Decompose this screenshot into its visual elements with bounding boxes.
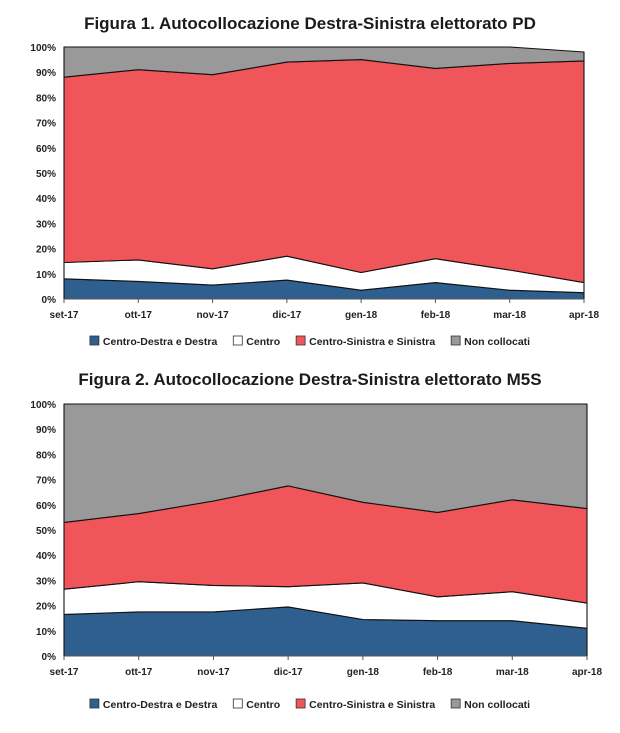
- y-tick-label: 20%: [36, 245, 56, 256]
- legend-label: Non collocati: [464, 336, 530, 348]
- y-tick-label: 90%: [36, 68, 56, 79]
- y-tick-label: 30%: [36, 219, 56, 230]
- legend-label: Centro-Destra e Destra: [103, 699, 218, 711]
- y-tick-label: 40%: [36, 194, 56, 205]
- legend-item: Centro-Sinistra e Sinistra: [295, 698, 435, 711]
- legend-label: Centro-Sinistra e Sinistra: [309, 336, 435, 348]
- y-tick-label: 50%: [36, 169, 56, 180]
- legend-label: Centro: [246, 336, 280, 348]
- x-tick-label: ott-17: [125, 310, 153, 321]
- y-tick-label: 70%: [36, 476, 56, 487]
- y-tick-label: 60%: [36, 501, 56, 512]
- legend-swatch: [89, 698, 100, 709]
- x-tick-label: mar-18: [493, 310, 526, 321]
- legend-swatch: [450, 335, 461, 346]
- x-tick-label: nov-17: [196, 310, 229, 321]
- legend-swatch: [295, 335, 306, 346]
- legend-item: Centro-Sinistra e Sinistra: [295, 335, 435, 348]
- y-tick-label: 10%: [36, 627, 56, 638]
- x-tick-label: nov-17: [197, 667, 230, 678]
- legend-label: Centro: [246, 699, 280, 711]
- x-tick-label: set-17: [50, 667, 79, 678]
- x-tick-label: gen-18: [345, 310, 378, 321]
- y-tick-label: 90%: [36, 425, 56, 436]
- legend-swatch: [295, 698, 306, 709]
- legend-swatch: [89, 335, 100, 346]
- legend-label: Non collocati: [464, 699, 530, 711]
- legend-item: Centro: [232, 335, 280, 348]
- legend-item: Centro-Destra e Destra: [89, 335, 218, 348]
- legend-swatch: [450, 698, 461, 709]
- y-tick-label: 100%: [30, 400, 56, 411]
- legend-swatch: [232, 698, 243, 709]
- y-tick-label: 80%: [36, 93, 56, 104]
- x-tick-label: set-17: [50, 310, 79, 321]
- y-tick-label: 30%: [36, 576, 56, 587]
- chart-title: Figura 1. Autocollocazione Destra-Sinist…: [84, 14, 536, 33]
- x-tick-label: dic-17: [274, 667, 303, 678]
- x-tick-label: apr-18: [569, 310, 599, 321]
- area-series-4: [63, 403, 588, 523]
- chart-2: 0% 10% 20% 30% 40% 50% 60% 70% 80% 90% 100% set-17 o…: [30, 400, 602, 711]
- chart-1: 0% 10% 20% 30% 40% 50% 60% 70% 80% 90% 100% set-17 o…: [30, 43, 599, 348]
- y-tick-label: 20%: [36, 602, 56, 613]
- y-tick-label: 0%: [42, 295, 57, 306]
- legend-swatch: [232, 335, 243, 346]
- legend-item: Centro-Destra e Destra: [89, 698, 218, 711]
- x-tick-label: apr-18: [572, 667, 602, 678]
- legend-item: Non collocati: [450, 698, 530, 711]
- area-series-3: [63, 59, 585, 284]
- x-tick-label: mar-18: [496, 667, 529, 678]
- y-tick-label: 60%: [36, 144, 56, 155]
- x-tick-label: gen-18: [347, 667, 380, 678]
- y-tick-label: 100%: [30, 43, 56, 54]
- x-tick-label: ott-17: [125, 667, 153, 678]
- y-tick-label: 70%: [36, 119, 56, 130]
- x-tick-label: dic-17: [272, 310, 301, 321]
- figure-2: Figura 2. Autocollocazione Destra-Sinist…: [0, 362, 620, 733]
- legend-item: Non collocati: [450, 335, 530, 348]
- legend-label: Centro-Destra e Destra: [103, 336, 218, 348]
- y-tick-label: 0%: [42, 652, 57, 663]
- y-tick-label: 50%: [36, 526, 56, 537]
- x-tick-label: feb-18: [421, 310, 451, 321]
- legend-label: Centro-Sinistra e Sinistra: [309, 699, 435, 711]
- y-tick-label: 40%: [36, 551, 56, 562]
- y-tick-label: 80%: [36, 450, 56, 461]
- area-series-4: [63, 46, 585, 78]
- chart-title: Figura 2. Autocollocazione Destra-Sinist…: [78, 370, 542, 389]
- x-tick-label: feb-18: [423, 667, 453, 678]
- figure-1: Figura 1. Autocollocazione Destra-Sinist…: [0, 0, 620, 360]
- y-tick-label: 10%: [36, 270, 56, 281]
- legend-item: Centro: [232, 698, 280, 711]
